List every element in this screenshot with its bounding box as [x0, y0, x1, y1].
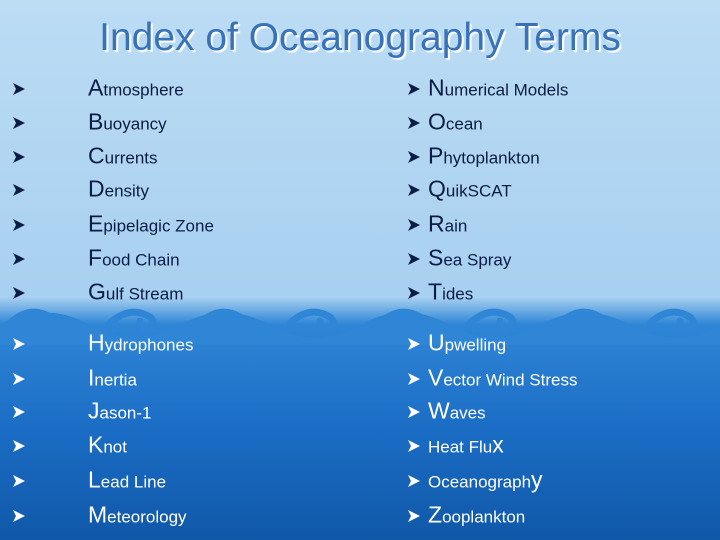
- term: Sea Spray: [428, 244, 512, 271]
- bullet: [13, 253, 25, 265]
- wave-band: [0, 308, 720, 345]
- term: Vector Wind Stress: [428, 364, 578, 391]
- bullet: [408, 475, 420, 487]
- bullet: [13, 184, 25, 196]
- bullet: [408, 83, 420, 95]
- term: Gulf Stream: [88, 278, 184, 305]
- bullet: [13, 510, 25, 522]
- bullet: [408, 338, 420, 350]
- bullet: [408, 440, 420, 452]
- term: Oceanography: [428, 466, 543, 493]
- bullet: [408, 184, 420, 196]
- bullet: [408, 373, 420, 385]
- term: Epipelagic Zone: [88, 210, 214, 237]
- bullet: [408, 151, 420, 163]
- term: Zooplankton: [428, 501, 526, 528]
- bullet: [408, 117, 420, 129]
- bullet: [13, 219, 25, 231]
- term: Tides: [428, 278, 474, 305]
- bullet: [408, 510, 420, 522]
- bullet: [13, 440, 25, 452]
- bullet: [13, 83, 25, 95]
- term: Rain: [428, 210, 468, 237]
- term: Food Chain: [88, 244, 180, 271]
- bullet: [408, 253, 420, 265]
- bullet: [13, 151, 25, 163]
- term: Heat Flux: [428, 431, 504, 458]
- term: Lead Line: [88, 466, 167, 493]
- bullet: [13, 117, 25, 129]
- term: Ocean: [428, 108, 483, 135]
- bullet: [408, 287, 420, 299]
- term: Phytoplankton: [428, 142, 540, 169]
- bullet: [13, 373, 25, 385]
- term: Atmosphere: [88, 74, 184, 101]
- term: Density: [88, 175, 150, 202]
- bullet: [13, 475, 25, 487]
- term: Currents: [88, 142, 158, 169]
- slide-title: Index of Oceanography Terms: [99, 16, 621, 59]
- bullet: [13, 406, 25, 418]
- term: Buoyancy: [88, 108, 167, 135]
- term: Waves: [428, 397, 486, 424]
- term: Meteorology: [88, 501, 187, 528]
- bullet: [408, 219, 420, 231]
- term: QuikSCAT: [428, 175, 512, 202]
- term: Numerical Models: [428, 74, 569, 101]
- bullet: [13, 287, 25, 299]
- bullet: [13, 338, 25, 350]
- bullet: [408, 406, 420, 418]
- term: Upwelling: [428, 329, 507, 356]
- term: Hydrophones: [88, 329, 194, 356]
- term: Jason-1: [88, 397, 152, 424]
- term: Knot: [88, 431, 127, 458]
- term: Inertia: [88, 364, 137, 391]
